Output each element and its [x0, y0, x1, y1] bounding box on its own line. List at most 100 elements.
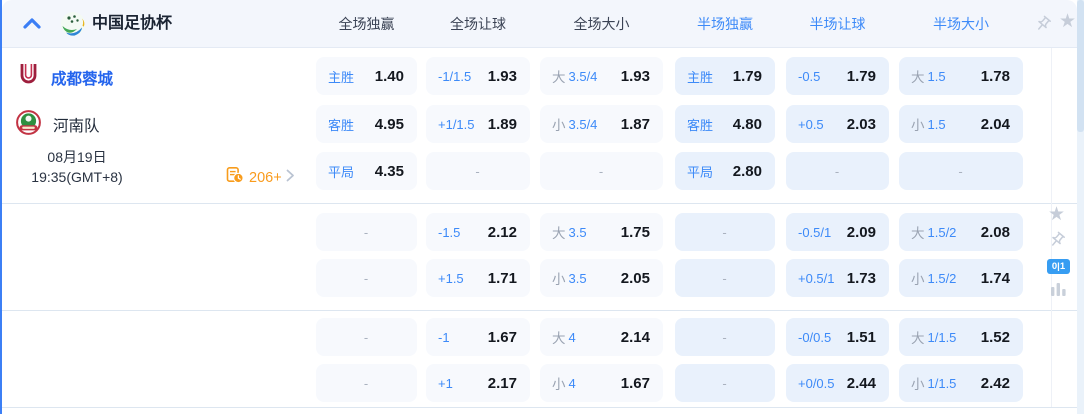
- empty-odds-dash: -: [363, 270, 369, 286]
- odds-value: 1.79: [846, 67, 876, 85]
- empty-odds-dash: -: [722, 329, 727, 345]
- odds-selection: 主胜: [687, 67, 713, 86]
- handicap-line: +0.5/1: [798, 270, 835, 286]
- empty-odds-dash: -: [958, 163, 963, 179]
- over-under-prefix: 小: [911, 377, 925, 392]
- odds-value: 1.78: [980, 67, 1010, 85]
- over-under-prefix: 大: [911, 70, 925, 85]
- star-icon[interactable]: ★: [1059, 11, 1077, 32]
- empty-odds-dash: -: [363, 224, 369, 240]
- odds-cell-full-handicap-s3r1[interactable]: -1 1.67: [426, 318, 530, 356]
- over-under-prefix: 小: [911, 118, 925, 133]
- odds-value: 1.93: [620, 67, 650, 85]
- odds-cell-half-1x2-s1r2[interactable]: 客胜 4.80: [675, 105, 775, 143]
- bar-chart-icon[interactable]: [1050, 281, 1067, 303]
- odds-cell-full-handicap-s1r2[interactable]: +1/1.5 1.89: [426, 105, 530, 143]
- outcome-label: 主胜: [328, 69, 355, 85]
- odds-selection: 客胜: [687, 115, 713, 134]
- odds-selection: 大 3.5: [552, 222, 587, 242]
- odds-selection: -0.5: [798, 69, 820, 84]
- odds-cell-full-handicap-s2r1[interactable]: -1.5 2.12: [426, 213, 530, 251]
- odds-cell-half-1x2-s1r1[interactable]: 主胜 1.79: [675, 57, 775, 95]
- odds-cell-full-handicap-s2r2[interactable]: +1.5 1.71: [426, 259, 530, 297]
- column-header-full-handicap: 全场让球: [450, 16, 506, 32]
- odds-cell-full-ou-s3r1[interactable]: 大 4 2.14: [540, 318, 663, 356]
- odds-selection: +1: [438, 376, 453, 391]
- odds-selection: +1/1.5: [438, 117, 475, 132]
- odds-cell-full-ou-s1r3: -: [540, 152, 663, 190]
- odds-selection: 大 1/1.5: [911, 327, 956, 347]
- odds-cell-full-ou-s1r1[interactable]: 大 3.5/4 1.93: [540, 57, 663, 95]
- odds-cell-half-ou-s3r1[interactable]: 大 1/1.5 1.52: [899, 318, 1023, 356]
- away-team-row: 河南队: [16, 110, 100, 140]
- home-team-row: 成都蓉城: [18, 62, 113, 94]
- card-bottom-divider: [2, 407, 1077, 408]
- handicap-line: 1/1.5: [927, 375, 957, 391]
- pin-icon[interactable]: [1048, 231, 1066, 254]
- handicap-line: 3.5: [568, 224, 587, 240]
- pin-icon[interactable]: [1034, 15, 1052, 38]
- chevron-up-icon[interactable]: [22, 17, 42, 35]
- odds-selection: 小 1.5: [911, 114, 946, 134]
- odds-cell-half-ou-s1r1[interactable]: 大 1.5 1.78: [899, 57, 1023, 95]
- empty-odds-dash: -: [722, 375, 727, 391]
- odds-cell-half-handicap-s3r2[interactable]: +0/0.5 2.44: [786, 364, 889, 402]
- odds-selection: -1.5: [438, 225, 460, 240]
- odds-value: 4.80: [732, 115, 762, 133]
- odds-cell-full-ou-s3r2[interactable]: 小 4 1.67: [540, 364, 663, 402]
- odds-cell-full-ou-s2r2[interactable]: 小 3.5 2.05: [540, 259, 663, 297]
- score-badge[interactable]: 0|1: [1047, 259, 1070, 274]
- odds-cell-full-1x2-s1r2[interactable]: 客胜 4.95: [316, 105, 417, 143]
- odds-value: 2.04: [980, 115, 1010, 133]
- odds-cell-half-ou-s3r2[interactable]: 小 1/1.5 2.42: [899, 364, 1023, 402]
- odds-cell-half-handicap-s2r1[interactable]: -0.5/1 2.09: [786, 213, 889, 251]
- handicap-line: -0/0.5: [798, 329, 832, 345]
- more-markets-link[interactable]: 206+: [226, 166, 295, 189]
- odds-value: 1.93: [487, 67, 517, 85]
- odds-cell-half-handicap-s1r3: -: [786, 152, 889, 190]
- odds-cell-half-ou-s2r1[interactable]: 大 1.5/2 2.08: [899, 213, 1023, 251]
- odds-cell-half-1x2-s2r1: -: [675, 213, 775, 251]
- empty-odds-dash: -: [363, 375, 369, 391]
- odds-value: 2.80: [732, 162, 762, 180]
- match-start-time: 19:35(GMT+8): [31, 169, 123, 185]
- handicap-line: 4: [568, 329, 576, 345]
- handicap-line: +0/0.5: [798, 375, 835, 391]
- odds-cell-half-ou-s1r2[interactable]: 小 1.5 2.04: [899, 105, 1023, 143]
- odds-value: 1.87: [620, 115, 650, 133]
- over-under-prefix: 大: [911, 226, 925, 241]
- handicap-line: -0.5: [798, 68, 821, 84]
- odds-cell-full-handicap-s1r1[interactable]: -1/1.5 1.93: [426, 57, 530, 95]
- column-header-full-ou: 全场大小: [573, 16, 630, 32]
- odds-cell-full-1x2-s2r1: -: [316, 213, 417, 251]
- odds-cell-half-ou-s2r2[interactable]: 小 1.5/2 1.74: [899, 259, 1023, 297]
- odds-value: 1.40: [374, 67, 404, 85]
- odds-cell-half-handicap-s2r2[interactable]: +0.5/1 1.73: [786, 259, 889, 297]
- odds-cell-full-handicap-s3r2[interactable]: +1 2.17: [426, 364, 530, 402]
- odds-cell-half-handicap-s1r1[interactable]: -0.5 1.79: [786, 57, 889, 95]
- odds-cell-full-1x2-s1r3[interactable]: 平局 4.35: [316, 152, 417, 190]
- scrollbar-thumb[interactable]: [1077, 0, 1084, 132]
- odds-value: 1.52: [980, 328, 1010, 346]
- odds-cell-half-1x2-s1r3[interactable]: 平局 2.80: [675, 152, 775, 190]
- odds-cell-full-ou-s2r1[interactable]: 大 3.5 1.75: [540, 213, 663, 251]
- favorite-star-icon[interactable]: ★: [1048, 204, 1066, 225]
- chevron-right-icon: [286, 169, 295, 187]
- handicap-line: 1.5/2: [927, 270, 957, 286]
- handicap-line: 1.5: [927, 116, 946, 132]
- handicap-line: 3.5/4: [568, 116, 598, 132]
- odds-cell-full-1x2-s3r2: -: [316, 364, 417, 402]
- odds-value: 2.14: [620, 328, 650, 346]
- handicap-line: -0.5/1: [798, 224, 832, 240]
- odds-selection: 小 1.5/2: [911, 268, 956, 288]
- odds-cell-full-1x2-s1r1[interactable]: 主胜 1.40: [316, 57, 417, 95]
- odds-cell-full-ou-s1r2[interactable]: 小 3.5/4 1.87: [540, 105, 663, 143]
- odds-value: 1.89: [487, 115, 517, 133]
- scrollbar[interactable]: [1077, 0, 1084, 414]
- odds-cell-full-1x2-s3r1: -: [316, 318, 417, 356]
- odds-selection: 主胜: [328, 67, 354, 86]
- odds-cell-half-handicap-s1r2[interactable]: +0.5 2.03: [786, 105, 889, 143]
- odds-cell-half-handicap-s3r1[interactable]: -0/0.5 1.51: [786, 318, 889, 356]
